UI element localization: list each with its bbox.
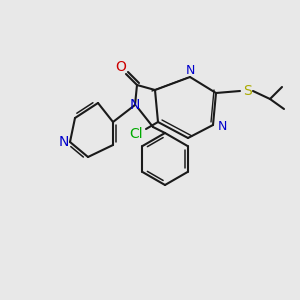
Text: S: S xyxy=(244,84,252,98)
Text: N: N xyxy=(218,121,227,134)
Text: Cl: Cl xyxy=(129,127,143,141)
Text: N: N xyxy=(59,135,69,149)
Text: O: O xyxy=(116,60,126,74)
Text: N: N xyxy=(130,98,140,112)
Text: N: N xyxy=(185,64,195,76)
